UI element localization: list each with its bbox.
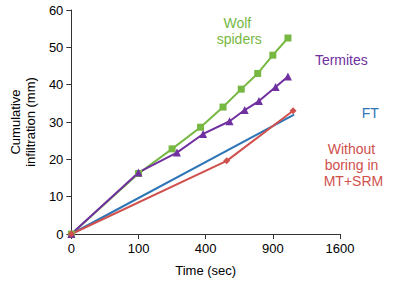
svg-text:Termites: Termites	[315, 52, 368, 68]
svg-text:60: 60	[49, 3, 63, 18]
svg-text:50: 50	[49, 40, 63, 55]
svg-text:boring in: boring in	[325, 157, 383, 173]
svg-text:400: 400	[195, 241, 217, 256]
svg-text:MT+SRM: MT+SRM	[324, 173, 384, 189]
svg-text:infiltration (mm): infiltration (mm)	[23, 77, 38, 167]
svg-text:0: 0	[56, 227, 63, 242]
svg-text:100: 100	[128, 241, 150, 256]
svg-text:30: 30	[49, 115, 63, 130]
svg-text:Without: Without	[328, 141, 379, 157]
svg-text:20: 20	[49, 152, 63, 167]
svg-text:FT: FT	[362, 105, 380, 121]
svg-text:Time (sec): Time (sec)	[175, 263, 236, 278]
svg-text:Wolf: Wolf	[223, 15, 255, 31]
svg-text:10: 10	[49, 189, 63, 204]
svg-text:spiders: spiders	[217, 31, 262, 47]
svg-text:0: 0	[68, 241, 75, 256]
svg-text:1600: 1600	[326, 241, 355, 256]
svg-text:Cumulative: Cumulative	[8, 89, 23, 154]
svg-text:40: 40	[49, 77, 63, 92]
svg-text:900: 900	[262, 241, 284, 256]
